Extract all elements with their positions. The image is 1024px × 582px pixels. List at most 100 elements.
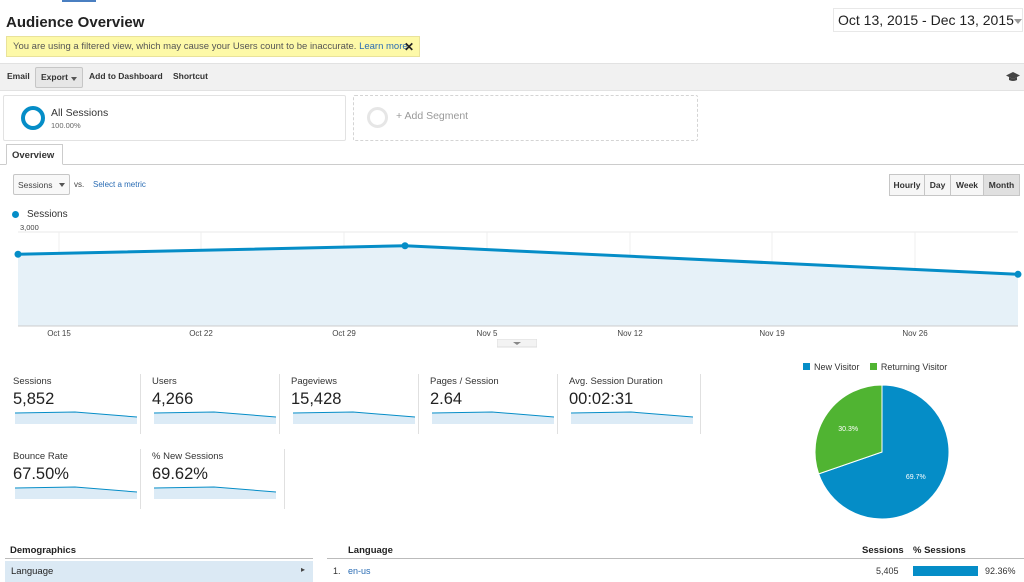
row-pct-bar	[913, 566, 978, 576]
metric-box[interactable]: Pageviews 15,428	[291, 376, 415, 432]
email-button[interactable]: Email	[7, 71, 30, 81]
language-column-header: Language	[348, 545, 393, 556]
metric-label: Users	[152, 376, 177, 387]
metric-label: Bounce Rate	[13, 451, 68, 462]
date-range-picker[interactable]: Oct 13, 2015 - Dec 13, 2015	[833, 8, 1023, 32]
export-label: Export	[41, 72, 68, 82]
granularity-hourly[interactable]: Hourly	[889, 174, 925, 196]
tab-overview[interactable]: Overview	[6, 144, 63, 165]
pie-legend-new: New Visitor	[814, 362, 860, 372]
x-tick-label: Nov 26	[902, 329, 928, 338]
segment-all-sessions[interactable]: All Sessions 100.00%	[3, 95, 346, 141]
x-tick-label: Nov 5	[477, 329, 498, 338]
metric-sparkline	[571, 411, 693, 424]
metric-value: 69.62%	[152, 465, 208, 483]
metric-separator	[557, 374, 558, 434]
metric-box[interactable]: Bounce Rate 67.50%	[13, 451, 137, 507]
metric-separator	[140, 374, 141, 434]
row-rank: 1.	[333, 566, 341, 576]
graduation-cap-icon[interactable]	[1006, 72, 1020, 82]
page-title: Audience Overview	[6, 14, 145, 31]
metric-select[interactable]: Sessions	[13, 174, 70, 195]
chevron-down-icon	[513, 342, 521, 345]
add-segment-box[interactable]: + Add Segment	[353, 95, 698, 141]
metric-value: 4,266	[152, 390, 194, 408]
row-sessions: 5,405	[876, 566, 899, 576]
export-button[interactable]: Export	[35, 67, 83, 88]
metric-value: 67.50%	[13, 465, 69, 483]
metric-sparkline	[154, 486, 276, 499]
metric-sparkline	[293, 411, 415, 424]
pie-slice-label: 30.3%	[838, 426, 858, 433]
metric-value: 5,852	[13, 390, 55, 408]
pie-slice[interactable]	[818, 384, 950, 520]
granularity-week[interactable]: Week	[950, 174, 984, 196]
metric-select-label: Sessions	[18, 180, 53, 190]
table-divider	[327, 558, 1024, 559]
segment-name: All Sessions	[51, 107, 109, 119]
sessions-column-header[interactable]: Sessions	[862, 545, 904, 556]
chart-collapse-handle[interactable]	[497, 339, 537, 348]
returning-visitor-swatch	[869, 363, 877, 370]
tab-divider	[0, 164, 1024, 165]
new-visitor-swatch	[803, 363, 810, 370]
chevron-right-icon: ▸	[300, 565, 305, 574]
metric-value: 15,428	[291, 390, 342, 408]
metric-box[interactable]: Pages / Session 2.64	[430, 376, 554, 432]
sessions-line-chart: Oct 15 Oct 22 Oct 29 Nov 5 Nov 12 Nov 19 Nov 2…	[14, 224, 1022, 338]
pie-slice[interactable]	[814, 384, 883, 475]
pie-legend: New Visitor Returning Visitor	[803, 362, 947, 372]
y-tick-label: 3,000	[20, 224, 39, 232]
report-toolbar: Email Export Add to Dashboard Shortcut	[0, 63, 1024, 91]
granularity-day[interactable]: Day	[924, 174, 951, 196]
close-icon[interactable]: ✕	[403, 40, 414, 54]
data-point	[14, 250, 22, 258]
segment-ring-icon	[21, 106, 45, 130]
vs-label: vs.	[74, 180, 85, 189]
visitor-type-pie-chart: 69.7% 30.3%	[814, 384, 950, 520]
date-range-text: Oct 13, 2015 - Dec 13, 2015	[838, 12, 1014, 28]
chevron-down-icon	[71, 77, 77, 81]
pct-sessions-column-header[interactable]: % Sessions	[913, 545, 966, 556]
warning-text: You are using a filtered view, which may…	[13, 41, 357, 52]
metric-sparkline	[15, 411, 137, 424]
learn-more-link[interactable]: Learn more	[359, 41, 408, 52]
metric-sparkline	[154, 411, 276, 424]
metric-box[interactable]: Users 4,266	[152, 376, 276, 432]
chevron-down-icon	[59, 183, 65, 187]
pie-slice-label: 69.7%	[906, 474, 926, 481]
metric-label: Pages / Session	[430, 376, 499, 387]
granularity-month[interactable]: Month	[983, 174, 1020, 196]
metric-label: Avg. Session Duration	[569, 376, 663, 387]
x-tick-label: Oct 15	[47, 329, 71, 338]
metric-box[interactable]: % New Sessions 69.62%	[152, 451, 276, 507]
row-pct-value: 92.36%	[985, 566, 1016, 576]
metric-label: Sessions	[13, 376, 52, 387]
x-tick-label: Nov 12	[617, 329, 643, 338]
row-language-link[interactable]: en-us	[348, 566, 371, 576]
metric-separator	[140, 449, 141, 509]
add-segment-label: + Add Segment	[396, 110, 469, 122]
segment-percent: 100.00%	[51, 121, 81, 130]
chevron-down-icon	[1014, 19, 1022, 24]
metric-box[interactable]: Sessions 5,852	[13, 376, 137, 432]
metric-separator	[284, 449, 285, 509]
metric-sparkline	[15, 486, 137, 499]
metric-box[interactable]: Avg. Session Duration 00:02:31	[569, 376, 693, 432]
data-point	[401, 242, 409, 250]
metric-label: Pageviews	[291, 376, 337, 387]
demographics-item-language[interactable]: Language ▸	[5, 561, 313, 582]
select-metric-link[interactable]: Select a metric	[93, 180, 146, 189]
top-accent-line	[62, 0, 96, 2]
empty-segment-ring-icon	[367, 107, 388, 128]
metric-label: % New Sessions	[152, 451, 224, 462]
demographics-header: Demographics	[10, 545, 76, 556]
metric-sparkline	[432, 411, 554, 424]
data-point	[1014, 270, 1022, 278]
add-to-dashboard-button[interactable]: Add to Dashboard	[89, 71, 163, 81]
pie-legend-returning: Returning Visitor	[880, 362, 948, 372]
metric-separator	[700, 374, 701, 434]
shortcut-button[interactable]: Shortcut	[173, 71, 208, 81]
metric-value: 2.64	[430, 390, 463, 408]
metric-separator	[418, 374, 419, 434]
